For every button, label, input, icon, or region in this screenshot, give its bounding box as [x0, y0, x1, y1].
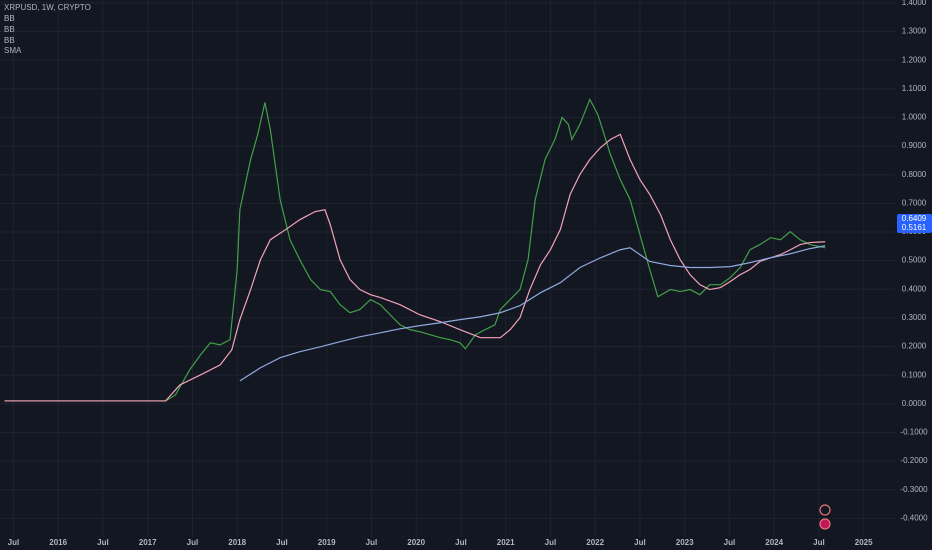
y-tick-label: 0.7000: [902, 198, 927, 207]
x-tick-label: Jul: [97, 538, 109, 547]
event-icon[interactable]: [819, 504, 831, 516]
price-label-box: [897, 214, 932, 233]
price-label: 0.6409: [902, 214, 927, 223]
y-tick-label: 1.4000: [902, 0, 927, 7]
event-icons[interactable]: [819, 504, 831, 530]
y-tick-label: 0.9000: [902, 141, 927, 150]
y-tick-label: 0.5000: [902, 256, 927, 265]
grid: [0, 0, 895, 537]
x-tick-label: Jul: [187, 538, 199, 547]
x-tick-label: 2025: [855, 538, 873, 547]
series-line: [239, 245, 826, 382]
y-tick-label: -0.1000: [900, 428, 928, 437]
legend-entry: BB: [4, 14, 15, 23]
x-tick-label: 2024: [765, 538, 783, 547]
x-tick-label: 2023: [676, 538, 694, 547]
lines: [4, 97, 826, 402]
event-icon[interactable]: [819, 518, 831, 530]
x-tick-label: 2016: [49, 538, 67, 547]
y-tick-label: 1.0000: [902, 113, 927, 122]
x-tick-label: 2017: [139, 538, 157, 547]
price-label: 0.5161: [902, 223, 927, 232]
x-tick-label: Jul: [724, 538, 736, 547]
series-line: [4, 133, 826, 402]
legend: XRPUSD, 1W, CRYPTO BB BB BB SMA: [4, 3, 91, 55]
x-tick-label: 2021: [497, 538, 515, 547]
x-tick-label: Jul: [455, 538, 467, 547]
x-tick-label: 2019: [318, 538, 336, 547]
legend-symbol: XRPUSD, 1W, CRYPTO: [4, 3, 91, 12]
y-tick-label: 1.1000: [902, 84, 927, 93]
x-tick-label: Jul: [276, 538, 288, 547]
y-tick-label: 1.3000: [902, 27, 927, 36]
y-tick-label: 1.2000: [902, 55, 927, 64]
y-tick-label: 0.4000: [902, 284, 927, 293]
x-tick-label: Jul: [366, 538, 378, 547]
price-labels: 0.6409 0.5161: [897, 214, 932, 233]
y-tick-label: 0.0000: [902, 399, 927, 408]
legend-entry: BB: [4, 25, 15, 34]
y-tick-label: -0.2000: [900, 456, 928, 465]
x-tick-label: 2022: [586, 538, 604, 547]
x-tick-label: Jul: [634, 538, 646, 547]
y-tick-label: 0.3000: [902, 313, 927, 322]
y-tick-label: 0.1000: [902, 370, 927, 379]
y-tick-label: -0.4000: [900, 513, 928, 522]
legend-entry: SMA: [4, 46, 22, 55]
y-tick-label: -0.3000: [900, 485, 928, 494]
series-line: [4, 97, 826, 402]
y-tick-label: 0.8000: [902, 170, 927, 179]
legend-entry: BB: [4, 36, 15, 45]
x-tick-label: Jul: [8, 538, 20, 547]
x-tick-label: Jul: [813, 538, 825, 547]
y-tick-label: 0.2000: [902, 342, 927, 351]
x-tick-label: Jul: [545, 538, 557, 547]
x-tick-label: 2020: [407, 538, 425, 547]
x-tick-label: 2018: [228, 538, 246, 547]
